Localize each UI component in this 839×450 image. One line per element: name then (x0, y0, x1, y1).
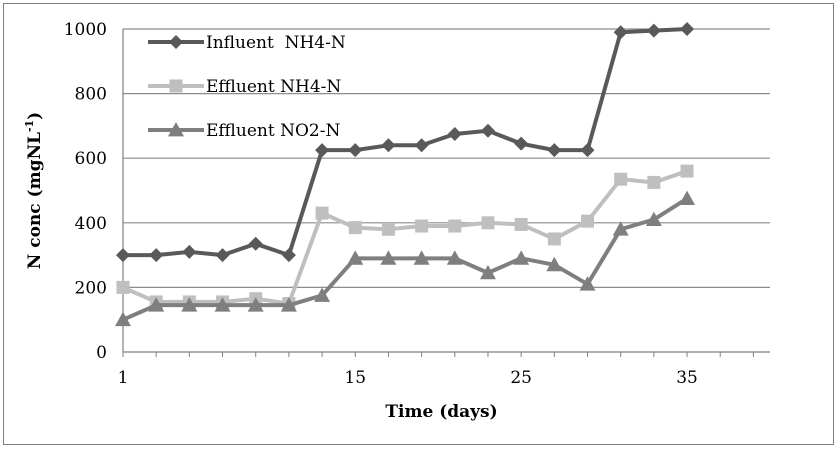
data-point (281, 248, 296, 263)
data-point (116, 248, 130, 263)
data-point (612, 221, 629, 236)
legend-marker (168, 122, 184, 137)
y-tick-label: 800 (75, 85, 107, 105)
data-point (348, 143, 363, 158)
data-point (148, 297, 165, 312)
data-point (547, 143, 562, 158)
y-tick-label: 1000 (64, 20, 107, 40)
data-point (447, 126, 462, 141)
y-tick-labels: 0 200 400 600 800 1000 (64, 20, 107, 363)
legend-entry-2: Effluent NH4-N (148, 77, 341, 97)
data-point (580, 143, 595, 158)
data-point (479, 264, 496, 280)
legend-entry-3: Effluent NO2-N (148, 121, 340, 141)
data-point (481, 216, 495, 230)
data-point (581, 214, 595, 228)
data-point (314, 287, 331, 302)
series-line (122, 196, 689, 322)
data-point (513, 250, 530, 265)
data-point (413, 250, 430, 265)
y-tick-label: 600 (75, 149, 107, 169)
data-point (347, 250, 364, 265)
data-point (149, 248, 164, 263)
legend: Influent NH4-N Effluent NH4-N Effluent NO2… (148, 33, 346, 141)
x-tick-label: 25 (510, 368, 532, 388)
series-line (122, 169, 688, 306)
data-point (381, 222, 395, 236)
data-point (280, 297, 297, 312)
data-point (181, 297, 198, 312)
y-tick-label: 400 (75, 214, 107, 234)
data-point (645, 211, 662, 226)
y-tick-label: 0 (96, 343, 107, 363)
data-point (247, 297, 264, 312)
data-point (680, 164, 694, 178)
data-point (248, 236, 263, 251)
series-3 (115, 190, 696, 327)
legend-marker (169, 79, 183, 93)
gridlines (123, 28, 770, 288)
y-axis-title-main: N conc (mgNL (25, 132, 45, 269)
y-axis-title: N conc (mgNL-1) (23, 112, 45, 269)
data-point (446, 250, 463, 265)
legend-label: Influent NH4-N (206, 33, 346, 53)
data-point (414, 138, 429, 153)
data-point (680, 22, 695, 36)
data-point (215, 248, 230, 263)
x-tick-label: 1 (118, 368, 129, 388)
axes (122, 29, 770, 357)
y-axis-title-superscript: -1 (23, 120, 36, 132)
data-point (315, 143, 330, 158)
data-point (214, 297, 231, 312)
y-axis-title-close: ) (25, 112, 45, 120)
data-point (182, 244, 197, 259)
data-point (679, 190, 696, 205)
data-point (448, 219, 462, 233)
legend-entry-1: Influent NH4-N (148, 33, 346, 53)
y-tick-label: 200 (75, 278, 107, 298)
data-point (514, 136, 529, 151)
data-point (415, 219, 429, 233)
data-point (381, 138, 396, 153)
data-point (480, 123, 495, 138)
series-line (123, 27, 688, 258)
legend-label: Effluent NH4-N (206, 77, 341, 97)
data-point (647, 175, 661, 189)
data-point (613, 25, 628, 40)
x-axis-title: Time (days) (385, 402, 497, 422)
data-point (579, 276, 596, 291)
data-point (315, 206, 329, 220)
data-point (547, 232, 561, 246)
data-point (115, 311, 131, 327)
x-tick-label: 15 (344, 368, 366, 388)
data-point (348, 221, 362, 235)
series-1 (116, 22, 695, 263)
x-tick-label: 35 (676, 368, 698, 388)
series-lines (115, 22, 696, 327)
data-point (514, 217, 528, 231)
series-2 (116, 164, 694, 311)
legend-marker (169, 35, 183, 49)
legend-label: Effluent NO2-N (206, 121, 340, 141)
data-point (614, 172, 628, 186)
x-tick-labels: 1 15 25 35 (118, 368, 698, 388)
data-point (546, 256, 563, 272)
data-point (646, 23, 661, 38)
data-point (380, 250, 397, 265)
data-point (116, 280, 130, 294)
